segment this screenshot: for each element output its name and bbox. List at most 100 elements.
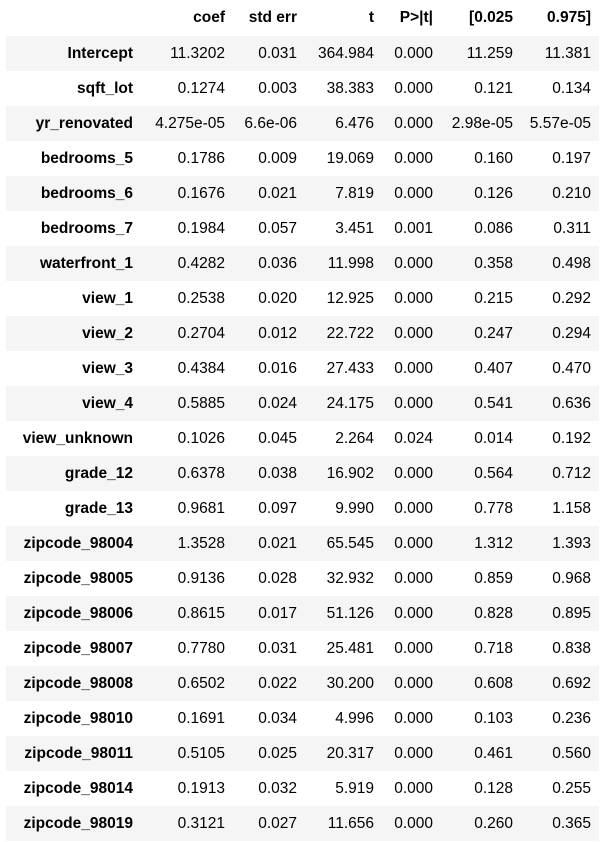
cell-coef: 0.1026 (177, 430, 225, 447)
cell-ci-lower: 0.260 (474, 815, 513, 832)
row-label: sqft_lot (77, 80, 133, 97)
cell-t: 11.656 (327, 815, 374, 832)
cell-p-value: 0.000 (394, 570, 433, 587)
cell-ci-upper: 0.895 (552, 605, 591, 622)
cell-ci-lower: 0.121 (474, 80, 513, 97)
cell-ci-lower: 0.608 (474, 675, 513, 692)
row-label: zipcode_98005 (23, 570, 133, 587)
row-label: bedrooms_6 (40, 185, 133, 202)
cell-coef: 0.9136 (177, 570, 225, 587)
cell-ci-lower: 0.407 (474, 360, 513, 377)
cell-std-err: 0.034 (258, 710, 297, 727)
cell-std-err: 0.036 (258, 255, 297, 272)
table-row: yr_renovated 4.275e-05 6.6e-06 6.476 0.000 2.… (6, 106, 599, 141)
cell-ci-upper: 0.292 (552, 290, 591, 307)
cell-ci-upper: 0.236 (552, 710, 591, 727)
cell-ci-upper: 0.134 (552, 80, 591, 97)
cell-coef: 1.3528 (177, 535, 225, 552)
row-label: bedrooms_7 (40, 220, 133, 237)
cell-ci-lower: 0.828 (474, 605, 513, 622)
cell-coef: 0.4282 (177, 255, 225, 272)
cell-std-err: 0.020 (258, 290, 297, 307)
cell-ci-upper: 0.712 (552, 465, 591, 482)
cell-p-value: 0.000 (394, 780, 433, 797)
cell-ci-upper: 0.197 (552, 150, 591, 167)
row-label: yr_renovated (35, 115, 133, 132)
cell-p-value: 0.000 (394, 255, 433, 272)
cell-std-err: 0.031 (258, 45, 297, 62)
table-row: view_3 0.4384 0.016 27.433 0.000 0.407 0.470 (6, 351, 599, 386)
cell-t: 5.919 (335, 780, 374, 797)
cell-p-value: 0.000 (394, 535, 433, 552)
cell-ci-lower: 0.215 (474, 290, 513, 307)
table-row: zipcode_98008 0.6502 0.022 30.200 0.000 0.608… (6, 666, 599, 701)
cell-ci-lower: 0.461 (474, 745, 513, 762)
cell-ci-upper: 0.498 (552, 255, 591, 272)
cell-coef: 0.1984 (177, 220, 225, 237)
cell-p-value: 0.000 (394, 675, 433, 692)
row-label: view_1 (82, 290, 133, 307)
cell-coef: 4.275e-05 (155, 115, 225, 132)
cell-coef: 0.1274 (177, 80, 225, 97)
cell-ci-lower: 2.98e-05 (451, 115, 513, 132)
cell-coef: 11.3202 (170, 45, 225, 62)
cell-std-err: 6.6e-06 (244, 115, 297, 132)
cell-ci-upper: 0.192 (552, 430, 591, 447)
row-label: zipcode_98019 (23, 815, 133, 832)
cell-coef: 0.8615 (177, 605, 225, 622)
cell-t: 6.476 (335, 115, 374, 132)
cell-p-value: 0.000 (394, 150, 433, 167)
table-header: coef std err t P>|t| [0.025 0.975] (6, 0, 599, 36)
table-row: waterfront_1 0.4282 0.036 11.998 0.000 0.358 0… (6, 246, 599, 281)
cell-p-value: 0.000 (394, 290, 433, 307)
cell-t: 4.996 (335, 710, 374, 727)
cell-t: 364.984 (317, 45, 374, 62)
row-label: grade_12 (64, 465, 133, 482)
cell-ci-upper: 0.255 (552, 780, 591, 797)
cell-std-err: 0.027 (258, 815, 297, 832)
cell-ci-upper: 0.210 (552, 185, 591, 202)
table-row: zipcode_98014 0.1913 0.032 5.919 0.000 0.128 0… (6, 771, 599, 806)
row-label: view_4 (82, 395, 133, 412)
header-index (6, 0, 141, 36)
table-row: view_1 0.2538 0.020 12.925 0.000 0.215 0.292 (6, 281, 599, 316)
table-row: Intercept 11.3202 0.031 364.984 0.000 11.259 1… (6, 36, 599, 71)
row-label: zipcode_98010 (23, 710, 133, 727)
cell-ci-upper: 0.365 (552, 815, 591, 832)
cell-std-err: 0.021 (258, 535, 297, 552)
cell-std-err: 0.057 (258, 220, 297, 237)
cell-t: 32.932 (326, 570, 374, 587)
table-row: bedrooms_5 0.1786 0.009 19.069 0.000 0.160 0.1… (6, 141, 599, 176)
cell-std-err: 0.025 (258, 745, 297, 762)
cell-t: 27.433 (326, 360, 374, 377)
table-row: zipcode_98010 0.1691 0.034 4.996 0.000 0.103 0… (6, 701, 599, 736)
table-row: zipcode_98004 1.3528 0.021 65.545 0.000 1.312… (6, 526, 599, 561)
cell-ci-lower: 0.014 (474, 430, 513, 447)
cell-ci-upper: 0.636 (552, 395, 591, 412)
table-row: bedrooms_7 0.1984 0.057 3.451 0.001 0.086 0.31… (6, 211, 599, 246)
row-label: view_3 (82, 360, 133, 377)
table-row: view_2 0.2704 0.012 22.722 0.000 0.247 0.294 (6, 316, 599, 351)
regression-results-table: coef std err t P>|t| [0.025 0.975] Inter… (6, 0, 599, 841)
cell-t: 65.545 (326, 535, 374, 552)
cell-std-err: 0.021 (258, 185, 297, 202)
cell-p-value: 0.000 (394, 605, 433, 622)
cell-ci-lower: 0.103 (474, 710, 513, 727)
cell-coef: 0.5885 (177, 395, 225, 412)
header-ci-lower: [0.025 (469, 9, 513, 26)
cell-ci-upper: 0.311 (553, 220, 591, 237)
cell-t: 7.819 (335, 185, 374, 202)
header-row: coef std err t P>|t| [0.025 0.975] (6, 0, 599, 36)
cell-ci-lower: 0.718 (474, 640, 513, 657)
cell-coef: 0.7780 (177, 640, 225, 657)
table-row: grade_13 0.9681 0.097 9.990 0.000 0.778 1.158 (6, 491, 599, 526)
cell-p-value: 0.000 (394, 745, 433, 762)
cell-ci-upper: 11.381 (544, 45, 591, 62)
table-body: Intercept 11.3202 0.031 364.984 0.000 11.259 1… (6, 36, 599, 841)
cell-t: 24.175 (326, 395, 374, 412)
cell-p-value: 0.001 (394, 220, 433, 237)
cell-std-err: 0.016 (258, 360, 297, 377)
cell-ci-lower: 1.312 (474, 535, 513, 552)
row-label: Intercept (67, 45, 133, 62)
cell-coef: 0.2704 (177, 325, 225, 342)
